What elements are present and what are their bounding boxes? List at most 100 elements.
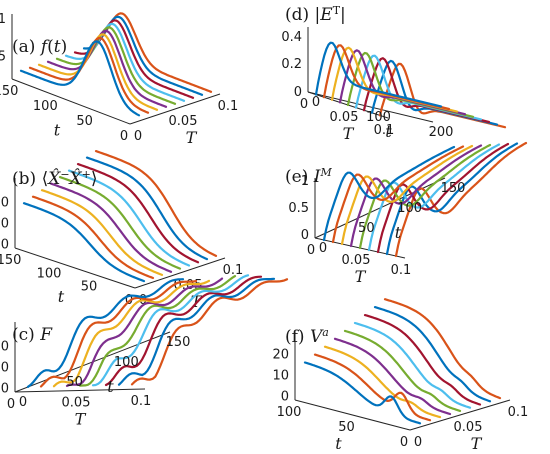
series-T0.06 <box>67 169 191 267</box>
t-tick-label: 0 <box>312 95 320 110</box>
T-tick-label: 0.1 <box>223 263 244 278</box>
panel-c: (c) F01020050100150t00.050.1T <box>0 274 289 429</box>
t-tick-label: 150 <box>166 335 191 350</box>
t-tick-label: 200 <box>429 125 454 140</box>
T-axis-line <box>134 257 226 289</box>
t-tick-label: 50 <box>338 420 355 435</box>
t-tick-label: 100 <box>33 99 58 114</box>
T-tick-label: 0 <box>300 97 308 112</box>
T-axis-line <box>129 93 221 125</box>
t-tick-label: 50 <box>81 280 98 295</box>
series-T0.02 <box>39 280 198 388</box>
t-tick-label: 0 <box>319 241 327 256</box>
T-tick-label: 0.05 <box>62 396 91 411</box>
t-tick-label: 50 <box>76 114 93 129</box>
T-axis-label: T <box>186 128 198 147</box>
T-axis-label: T <box>343 124 355 143</box>
t-axis-label: t <box>335 434 342 453</box>
panel-f: (f) Va 0 10 20 0 50 100 t 0 0.05 0.1 T <box>272 298 529 453</box>
z-tick-label: 0 <box>301 228 309 243</box>
T-tick-label: 0 <box>7 397 15 412</box>
series-T0.09 <box>94 150 218 257</box>
series-T0.01 <box>303 361 422 425</box>
t-tick-label: 150 <box>0 84 18 99</box>
z-tick-label: 0.4 <box>281 30 302 45</box>
z-tick-label: 0 <box>281 390 289 405</box>
T-tick-label: 0.05 <box>169 114 198 129</box>
T-tick-label: 0.1 <box>131 394 152 409</box>
series-T0.06 <box>91 274 250 387</box>
T-tick-label: 0.1 <box>391 263 412 278</box>
series-T0.05 <box>55 26 177 105</box>
T-tick-label: 0.1 <box>508 405 529 420</box>
T-tick-label: 0.1 <box>374 123 395 138</box>
z-tick-label: 0 <box>1 238 9 253</box>
series-T0.01 <box>19 40 141 117</box>
series-T0.03 <box>323 345 442 419</box>
t-axis-line <box>294 399 411 431</box>
z-tick-label: 10 <box>0 361 9 376</box>
z-tick-label: 0.05 <box>0 49 6 64</box>
T-tick-label: 0.1 <box>218 99 239 114</box>
t-tick-label: 100 <box>114 355 139 370</box>
T-tick-label: 0.05 <box>342 253 371 268</box>
series-T0.05 <box>58 176 182 270</box>
t-axis-label: t <box>107 377 114 396</box>
t-tick-label: 0 <box>400 435 408 450</box>
series-T0.02 <box>313 353 432 422</box>
series-T0.06 <box>353 321 472 409</box>
panel-title: (e) IM <box>285 166 332 188</box>
series-T0.04 <box>65 277 224 387</box>
panel-title: (d) |ET| <box>285 4 346 26</box>
series-T0.02 <box>31 195 155 280</box>
series-T0.04 <box>49 182 173 273</box>
z-tick-label: 0.5 <box>288 201 309 216</box>
t-tick-label: 50 <box>358 221 375 236</box>
t-tick-label: 100 <box>277 405 302 420</box>
T-axis-label: T <box>355 267 367 286</box>
series-T0.01 <box>26 278 185 388</box>
z-tick-label: 20 <box>272 348 289 363</box>
z-tick-label: 20 <box>0 340 9 355</box>
t-tick-label: 100 <box>366 110 391 125</box>
panel-title: (f) Va <box>285 326 329 348</box>
panel-d: (d) |ET| 0 0.2 0.4 0 100 200 t 0 0.05 0.1 T <box>281 4 507 143</box>
panel-a: (a) f(t) 0.05 0.1 0 50 100 150 t 0 0.05 0.1 T <box>0 12 238 147</box>
series-T0.05 <box>78 275 237 387</box>
panel-e: (e) IM 0 0.5 1 0 50 100 150 t 0 0.05 0.1 T <box>285 141 528 286</box>
z-tick-label: 10 <box>272 369 289 384</box>
series-T0.08 <box>117 277 276 386</box>
z-tick-label: 1 <box>301 174 309 189</box>
T-tick-label: 0 <box>414 435 422 450</box>
series-T0.07 <box>104 275 263 387</box>
series-T0.05 <box>343 329 462 412</box>
series-T0.01 <box>22 202 146 283</box>
z-tick-label: 0 <box>1 382 9 397</box>
z-tick-label: 20 <box>0 196 9 211</box>
t-axis-label: t <box>385 122 392 141</box>
t-tick-label: 0 <box>19 395 27 410</box>
z-tick-label: 0 <box>294 85 302 100</box>
t-tick-label: 150 <box>441 181 466 196</box>
t-axis-line <box>14 247 136 289</box>
series-T0.08 <box>85 156 209 261</box>
T-axis-label: T <box>75 410 87 429</box>
series-T0.04 <box>333 337 452 416</box>
panel-title: (c) F <box>12 325 53 345</box>
z-tick-label: 10 <box>0 217 9 232</box>
T-tick-label: 0 <box>307 243 315 258</box>
series-T0.01 <box>314 41 443 108</box>
T-tick-label: 0 <box>134 129 142 144</box>
panel-title: (a) f(t) <box>12 37 67 57</box>
series-T0.09 <box>130 278 289 386</box>
series-T0.04 <box>46 29 168 108</box>
series-T0.03 <box>52 279 211 388</box>
series-T0.03 <box>40 189 164 276</box>
t-axis-label: t <box>54 121 61 140</box>
z-tick-label: 0.1 <box>0 12 6 27</box>
t-axis-line <box>11 78 131 125</box>
t-tick-label: 150 <box>0 253 21 268</box>
series-T0.09 <box>383 298 502 400</box>
series-T0.08 <box>373 306 492 403</box>
t-tick-label: 100 <box>397 201 422 216</box>
